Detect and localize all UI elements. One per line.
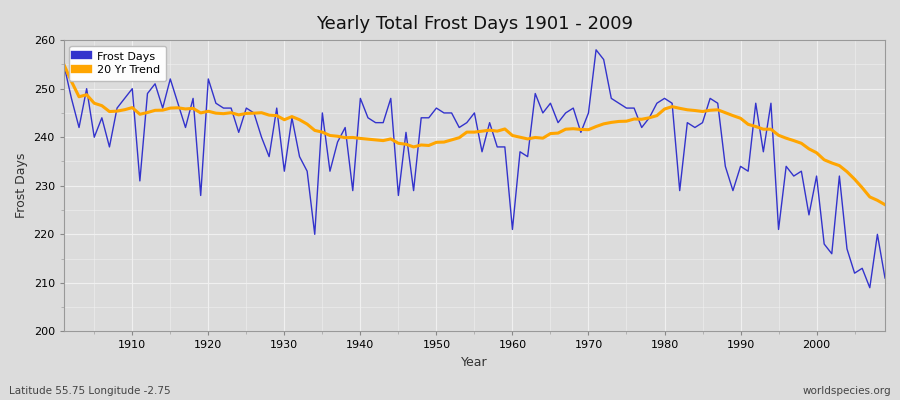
Frost Days bbox=[507, 227, 517, 232]
20 Yr Trend bbox=[507, 133, 517, 138]
Frost Days bbox=[286, 115, 297, 120]
20 Yr Trend bbox=[879, 202, 890, 207]
Title: Yearly Total Frost Days 1901 - 2009: Yearly Total Frost Days 1901 - 2009 bbox=[316, 15, 633, 33]
X-axis label: Year: Year bbox=[461, 356, 488, 369]
Y-axis label: Frost Days: Frost Days bbox=[15, 153, 28, 218]
20 Yr Trend bbox=[332, 134, 343, 139]
Frost Days bbox=[590, 48, 601, 52]
20 Yr Trend bbox=[500, 126, 510, 131]
Line: Frost Days: Frost Days bbox=[64, 50, 885, 288]
Frost Days bbox=[332, 140, 343, 144]
Text: worldspecies.org: worldspecies.org bbox=[803, 386, 891, 396]
Legend: Frost Days, 20 Yr Trend: Frost Days, 20 Yr Trend bbox=[69, 46, 166, 81]
Text: Latitude 55.75 Longitude -2.75: Latitude 55.75 Longitude -2.75 bbox=[9, 386, 171, 396]
Frost Days bbox=[864, 285, 875, 290]
Frost Days bbox=[500, 144, 510, 149]
Frost Days bbox=[606, 96, 616, 101]
Frost Days bbox=[58, 62, 69, 67]
20 Yr Trend bbox=[120, 107, 130, 112]
Frost Days bbox=[879, 276, 890, 280]
20 Yr Trend bbox=[58, 62, 69, 67]
20 Yr Trend bbox=[598, 122, 609, 126]
20 Yr Trend bbox=[286, 114, 297, 119]
Frost Days bbox=[120, 96, 130, 101]
Line: 20 Yr Trend: 20 Yr Trend bbox=[64, 64, 885, 205]
